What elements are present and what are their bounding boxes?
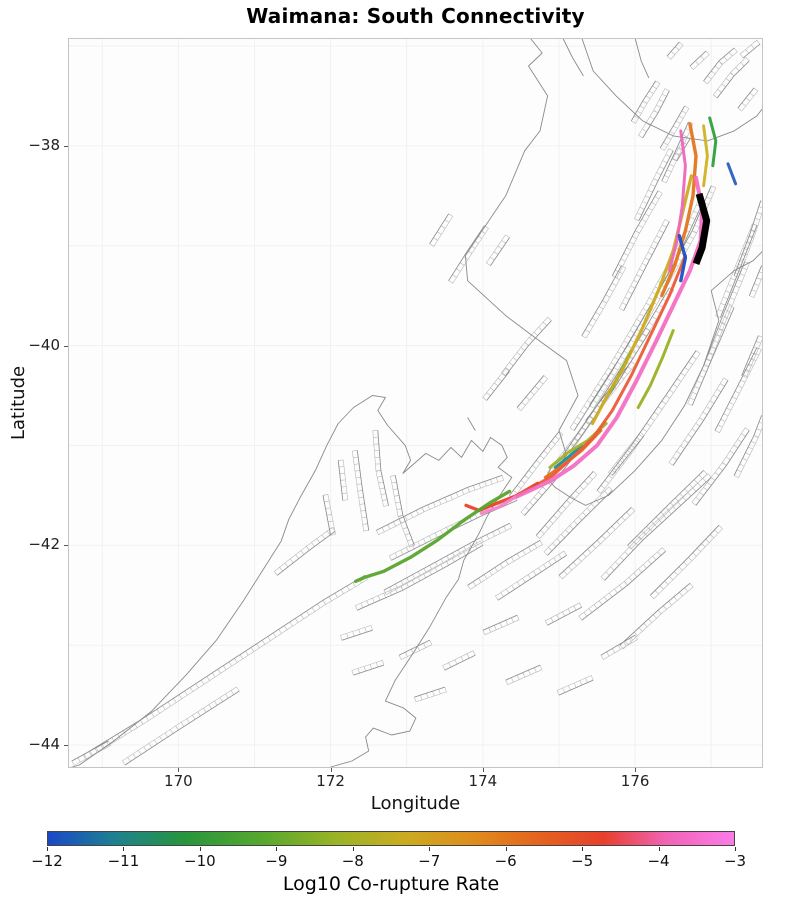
colorbar-tick-label: −10 [184,852,216,870]
colorbar-tick-label: −5 [571,852,594,870]
map-plot-area [68,38,763,768]
rupture-path [479,495,517,515]
x-tick-mark [635,768,637,772]
grid-lines [68,38,763,768]
rupture-path [667,129,687,273]
x-tick-label: 172 [316,772,345,790]
y-tick-mark [64,145,68,147]
colorbar-tick-label: −8 [341,852,364,870]
x-tick-label: 174 [468,772,498,790]
colorbar-tick-mark [199,847,201,851]
rupture-path [553,443,584,469]
colorbar-tick-label: −4 [647,852,670,870]
rupture-path [636,329,675,409]
y-tick-mark [64,345,68,347]
coastline [68,38,763,768]
x-tick-mark [330,768,332,772]
colorbar-tick-mark [505,847,507,851]
colorbar-tick-label: −12 [31,852,63,870]
rupture-path [677,233,688,283]
colorbar-tick-mark [123,847,125,851]
fault-traces [71,39,763,766]
plot-frame [68,38,763,768]
colorbar-tick-label: −6 [494,852,517,870]
y-tick-label: −42 [28,535,60,554]
chart-title: Waimana: South Connectivity [246,4,585,28]
map-canvas [68,38,763,768]
x-tick-mark [178,768,180,772]
y-tick-label: −38 [28,135,60,154]
x-axis-label: Longitude [370,793,461,814]
x-tick-label: 170 [164,772,193,790]
y-tick-mark [64,545,68,547]
plot-background [68,38,763,768]
y-tick-label: −44 [28,735,60,754]
rupture-path [702,124,709,188]
y-tick-mark [64,745,68,747]
colorbar-tick-mark [582,847,584,851]
rupture-path [726,162,738,186]
rupture-path [530,254,687,489]
colorbar-tick-mark [276,847,278,851]
colorbar-gradient [47,831,735,846]
colorbar-tick-label: −7 [418,852,441,870]
y-tick-label: −40 [28,335,60,354]
colorbar-tick-mark [658,847,660,851]
colorbar-tick-mark [352,847,354,851]
colorbar-tick-mark [47,847,48,851]
colorbar-tick-mark [735,847,736,851]
x-tick-mark [482,768,484,772]
colorbar-tick-mark [429,847,431,851]
colorbar-label: Log10 Co-rupture Rate [282,873,500,895]
x-tick-label: 176 [620,772,650,790]
rupture-path [660,122,698,298]
rupture-paths [354,116,738,583]
rupture-path [354,489,512,583]
source-fault-highlight [692,192,711,265]
colorbar-tick-label: −3 [723,852,747,870]
colorbar-tick-label: −9 [265,852,288,870]
rupture-path [708,116,718,168]
colorbar-tick-label: −11 [107,852,140,870]
